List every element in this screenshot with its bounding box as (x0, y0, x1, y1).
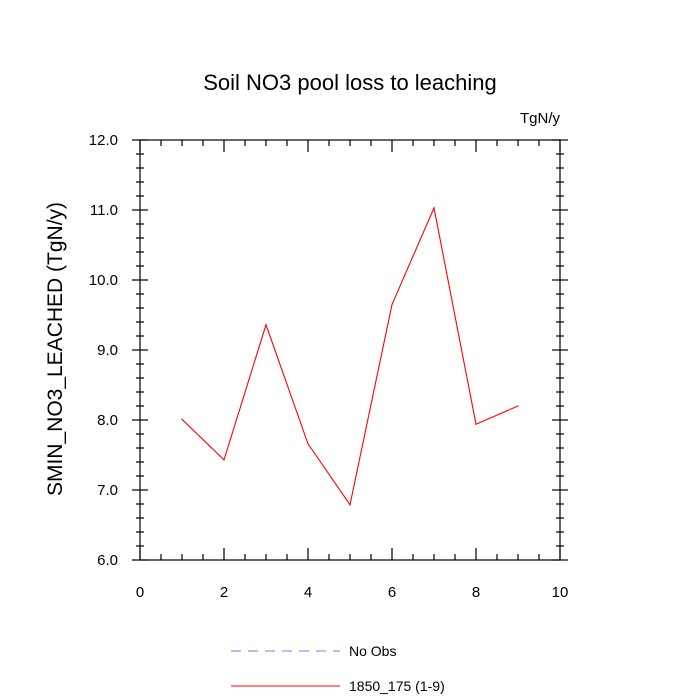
y-tick-label: 12.0 (89, 132, 118, 149)
plot-frame (139, 139, 561, 561)
data-point (475, 423, 477, 425)
data-point (307, 443, 309, 445)
axis-tick-labels: 0 2 4 6 8 10 6.0 7.0 8.0 9.0 10.0 11.0 12.0 (89, 132, 569, 601)
y-tick-label: 9.0 (97, 342, 118, 359)
data-point (349, 504, 351, 506)
x-tick-label: 8 (472, 584, 480, 601)
y-tick-label: 7.0 (97, 482, 118, 499)
data-lines (181, 206, 519, 507)
units-label: TgN/y (520, 110, 561, 127)
data-point (433, 207, 435, 209)
data-point (517, 405, 519, 407)
legend-label: No Obs (349, 643, 396, 659)
x-tick-label: 0 (136, 584, 144, 601)
y-tick-label: 6.0 (97, 552, 118, 569)
y-tick-label: 11.0 (90, 202, 118, 219)
x-tick-label: 2 (220, 584, 228, 601)
x-tick-label: 10 (552, 584, 569, 601)
data-point (265, 324, 267, 326)
x-tick-label: 6 (388, 584, 396, 601)
data-point (181, 418, 183, 420)
y-tick-label: 8.0 (97, 412, 118, 429)
chart-title: Soil NO3 pool loss to leaching (203, 70, 497, 95)
x-tick-label: 4 (304, 584, 312, 601)
data-point (223, 459, 225, 461)
legend: No Obs 1850_175 (1-9) (231, 643, 445, 694)
y-axis-label: SMIN_NO3_LEACHED (TgN/y) (44, 202, 67, 496)
legend-label: 1850_175 (1-9) (349, 678, 445, 694)
data-point (391, 303, 393, 306)
y-tick-label: 10.0 (89, 272, 118, 289)
series-line (181, 206, 519, 507)
axis-ticks (132, 139, 568, 561)
